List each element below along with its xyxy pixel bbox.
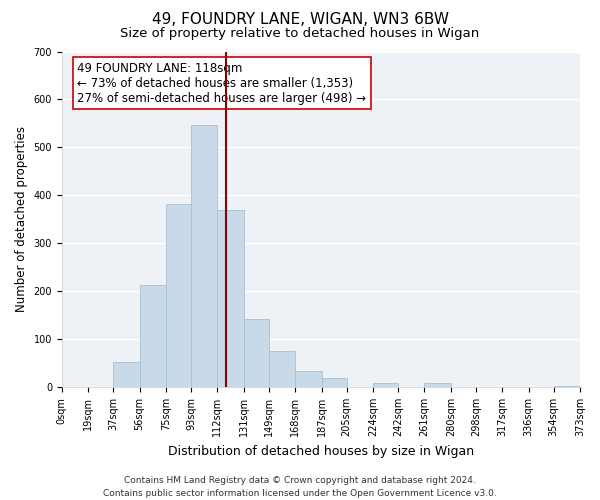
Y-axis label: Number of detached properties: Number of detached properties — [15, 126, 28, 312]
Text: 49, FOUNDRY LANE, WIGAN, WN3 6BW: 49, FOUNDRY LANE, WIGAN, WN3 6BW — [151, 12, 449, 28]
Bar — [424, 383, 451, 387]
Bar — [191, 125, 217, 387]
X-axis label: Distribution of detached houses by size in Wigan: Distribution of detached houses by size … — [168, 444, 474, 458]
Bar — [295, 371, 322, 387]
Text: Size of property relative to detached houses in Wigan: Size of property relative to detached ho… — [121, 28, 479, 40]
Bar — [113, 362, 140, 387]
Text: 49 FOUNDRY LANE: 118sqm
← 73% of detached houses are smaller (1,353)
27% of semi: 49 FOUNDRY LANE: 118sqm ← 73% of detache… — [77, 62, 367, 104]
Bar — [373, 383, 398, 387]
Bar — [140, 286, 166, 387]
Bar — [322, 378, 347, 387]
Bar — [269, 350, 295, 387]
Text: Contains HM Land Registry data © Crown copyright and database right 2024.
Contai: Contains HM Land Registry data © Crown c… — [103, 476, 497, 498]
Bar — [244, 319, 269, 387]
Bar — [166, 204, 191, 387]
Bar — [554, 386, 580, 387]
Bar — [217, 210, 244, 387]
